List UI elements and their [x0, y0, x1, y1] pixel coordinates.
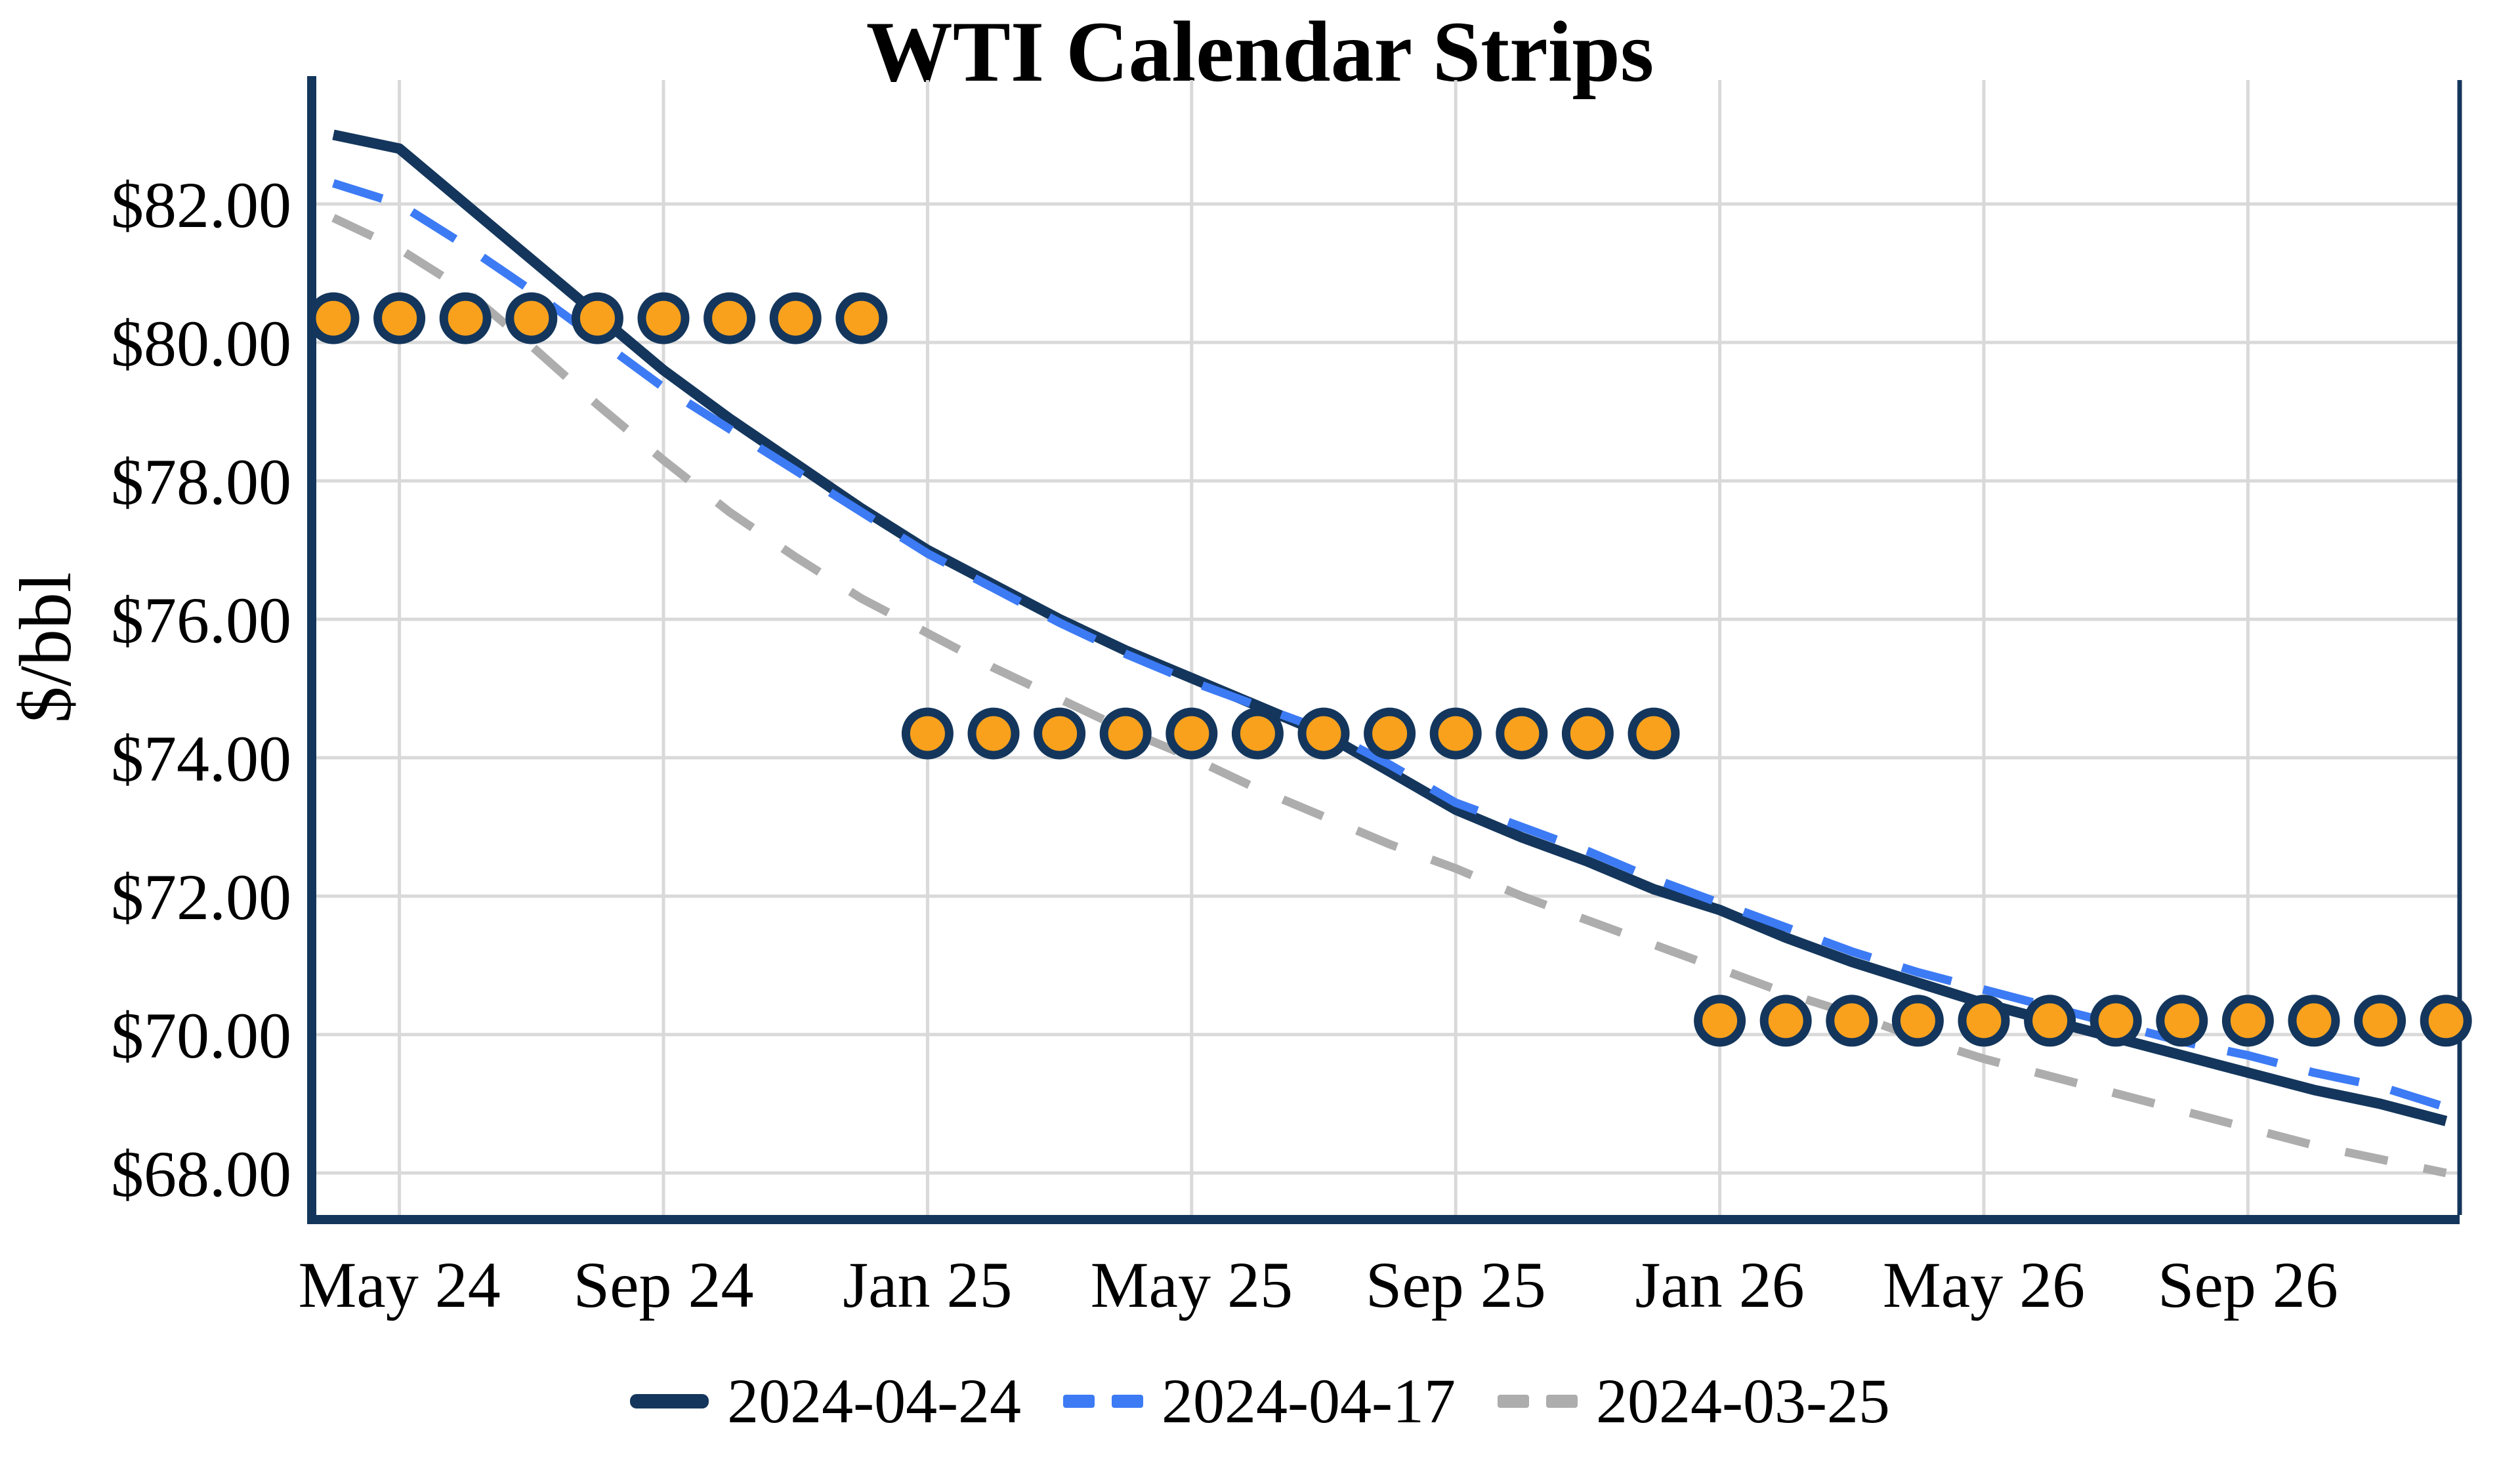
strip-dot-cal2024: [769, 292, 822, 344]
x-tick-label: Sep 24: [574, 1248, 754, 1321]
strip-dot-cal2024: [571, 292, 623, 344]
series-line-2024-03-25: [331, 214, 2447, 1178]
y-tick-label: $78.00: [111, 445, 291, 518]
strip-dot-cal2025: [1166, 707, 1218, 760]
strip-dot-cal2026: [2221, 995, 2274, 1047]
strip-dot-cal2025: [1364, 707, 1416, 760]
x-tick-label: Jan 25: [843, 1248, 1012, 1321]
legend-item-2024-04-17: 2024-04-17: [1063, 1365, 1456, 1437]
strip-dot-cal2026: [1826, 995, 1878, 1047]
strip-dot-cal2024: [307, 292, 360, 344]
strip-dot-cal2025: [1231, 707, 1284, 760]
x-tick-label: Sep 26: [2158, 1248, 2338, 1321]
strip-dot-cal2025: [967, 707, 1020, 760]
legend-label-2024-04-24: 2024-04-24: [727, 1366, 1022, 1436]
strip-dot-cal2025: [1297, 707, 1350, 760]
strip-dot-cal2026: [1958, 995, 2010, 1047]
y-tick-label: $76.00: [111, 584, 291, 657]
strip-dot-cal2024: [637, 292, 690, 344]
legend-item-2024-04-24: 2024-04-24: [630, 1365, 1021, 1437]
legend: 2024-04-24 2024-04-17 2024-03-25: [0, 1365, 2520, 1437]
x-tick-label: May 24: [298, 1248, 500, 1321]
y-tick-label: $82.00: [111, 169, 291, 241]
strip-dot-cal2026: [2288, 995, 2340, 1047]
strip-dot-cal2026: [1694, 995, 1746, 1047]
strip-dot-cal2026: [1891, 995, 1944, 1047]
x-tick-label: May 25: [1091, 1248, 1293, 1321]
y-tick-label: $72.00: [111, 861, 291, 934]
strip-dot-cal2026: [2156, 995, 2208, 1047]
strip-dot-cal2026: [2090, 995, 2142, 1047]
y-tick-label: $74.00: [111, 722, 291, 795]
strip-dot-cal2025: [1496, 707, 1548, 760]
strip-dot-cal2025: [1628, 707, 1680, 760]
series-line-2024-04-24: [332, 129, 2448, 1126]
strip-dot-cal2026: [2024, 995, 2076, 1047]
strip-dot-cal2024: [835, 292, 888, 344]
x-tick-label: Sep 25: [1366, 1248, 1546, 1321]
x-tick-label: May 26: [1883, 1248, 2085, 1321]
strip-dot-cal2025: [1561, 707, 1614, 760]
blue-dashed-swatch-icon: [1063, 1394, 1144, 1408]
strip-dot-cal2024: [704, 292, 756, 344]
strip-dot-cal2026: [1759, 995, 1812, 1047]
strip-dot-cal2026: [2420, 995, 2472, 1047]
x-tick-label: Jan 26: [1635, 1248, 1804, 1321]
strip-dot-cal2025: [1034, 707, 1086, 760]
legend-label-2024-03-25: 2024-03-25: [1595, 1366, 1890, 1436]
legend-item-2024-03-25: 2024-03-25: [1497, 1365, 1890, 1437]
strip-dot-cal2024: [373, 292, 426, 344]
strip-dot-cal2026: [2354, 995, 2406, 1047]
strip-dot-cal2024: [505, 292, 558, 344]
strip-dot-cal2024: [439, 292, 492, 344]
legend-label-2024-04-17: 2024-04-17: [1162, 1366, 1456, 1436]
strip-dot-cal2025: [1099, 707, 1152, 760]
solid-line-swatch-icon: [630, 1393, 709, 1408]
strip-dot-cal2025: [1429, 707, 1482, 760]
strip-dot-cal2025: [901, 707, 954, 760]
y-tick-label: $70.00: [111, 999, 291, 1072]
gray-dashed-swatch-icon: [1497, 1394, 1578, 1408]
chart-title: WTI Calendar Strips: [866, 3, 1654, 100]
y-tick-label: $68.00: [111, 1138, 291, 1210]
y-tick-label: $80.00: [111, 307, 291, 380]
